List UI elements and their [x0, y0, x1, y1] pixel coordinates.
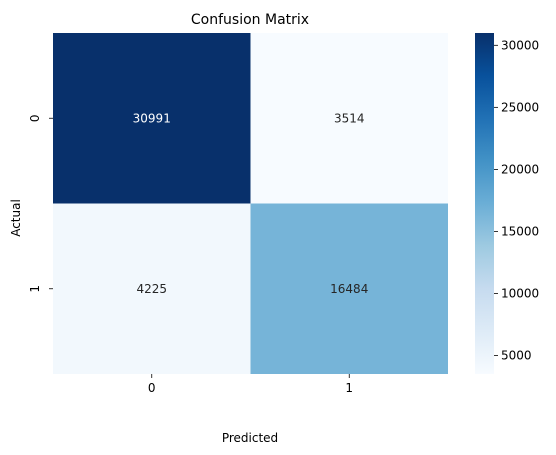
- x-axis-label: Predicted: [222, 431, 278, 445]
- y-axis-label: Actual: [9, 199, 23, 237]
- heatmap-cell-1-0: [53, 203, 251, 374]
- colorbar-tick-label-20000: 20000: [501, 162, 539, 176]
- colorbar-tick-label-25000: 25000: [501, 100, 539, 114]
- x-tick-label-1: 1: [345, 381, 353, 395]
- y-tick-label-1: 1: [28, 285, 42, 293]
- heatmap-cell-0-0: [53, 33, 251, 204]
- heatmap-cell-0-1: [250, 33, 448, 204]
- colorbar-ticks: 5000 10000 15000 20000 25000 30000: [494, 38, 539, 363]
- heatmap-cell-labels: 30991 3514 4225 16484: [133, 111, 369, 296]
- colorbar-tick-label-30000: 30000: [501, 38, 539, 52]
- heatmap-cells: [53, 33, 448, 374]
- cell-value-label-0-1: 3514: [334, 111, 365, 125]
- cell-value-label-0-0: 30991: [133, 111, 171, 125]
- colorbar-tick-label-5000: 5000: [501, 349, 532, 363]
- colorbar-tick-label-15000: 15000: [501, 224, 539, 238]
- colorbar: [475, 33, 494, 374]
- cell-value-label-1-0: 4225: [136, 282, 167, 296]
- y-axis: 01: [28, 114, 53, 293]
- x-tick-label-0: 0: [148, 381, 156, 395]
- cell-value-label-1-1: 16484: [330, 282, 368, 296]
- colorbar-tick-label-10000: 10000: [501, 287, 539, 301]
- chart-title: Confusion Matrix: [191, 12, 309, 28]
- y-tick-label-0: 0: [28, 114, 42, 122]
- heatmap-cell-1-1: [250, 203, 448, 374]
